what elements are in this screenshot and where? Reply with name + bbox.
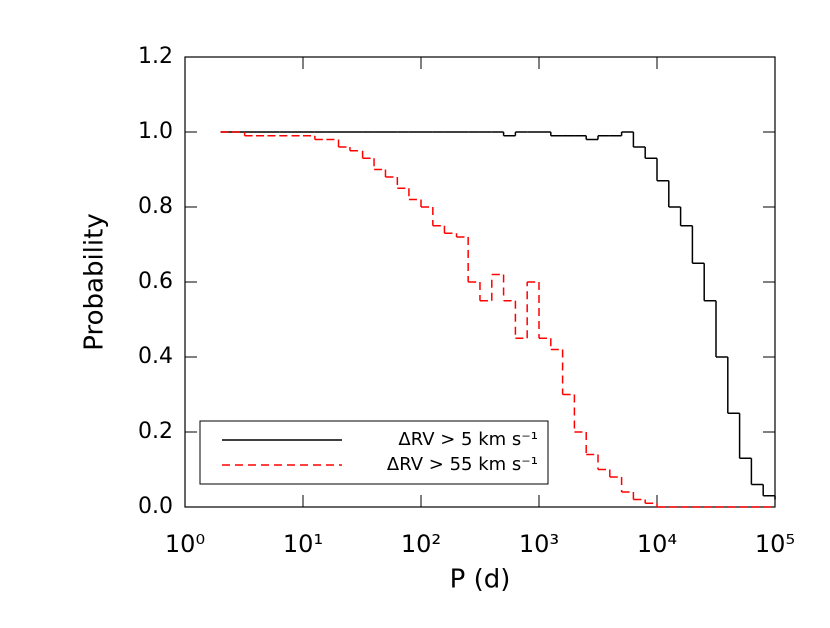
y-tick-label: 0.2 xyxy=(138,419,173,444)
y-tick-label: 0.8 xyxy=(138,194,173,219)
legend-label: ΔRV > 5 km s⁻¹ xyxy=(398,429,538,450)
legend-box xyxy=(199,420,549,485)
y-axis-label: Probability xyxy=(80,213,110,350)
x-tick-label: 10⁴ xyxy=(637,530,677,558)
y-tick-label: 0.0 xyxy=(138,494,173,519)
y-tick-label: 0.4 xyxy=(138,344,173,369)
x-tick-label: 10⁰ xyxy=(165,530,205,558)
x-tick-label: 10⁵ xyxy=(755,530,795,558)
x-tick-label: 10¹ xyxy=(283,530,323,558)
y-tick-label: 0.6 xyxy=(138,269,173,294)
y-tick-label: 1.2 xyxy=(138,44,173,69)
x-axis-label: P (d) xyxy=(450,565,511,595)
x-tick-label: 10³ xyxy=(519,530,559,558)
x-tick-label: 10² xyxy=(401,530,441,558)
y-tick-label: 1.0 xyxy=(138,119,173,144)
legend-label: ΔRV > 55 km s⁻¹ xyxy=(387,454,538,475)
